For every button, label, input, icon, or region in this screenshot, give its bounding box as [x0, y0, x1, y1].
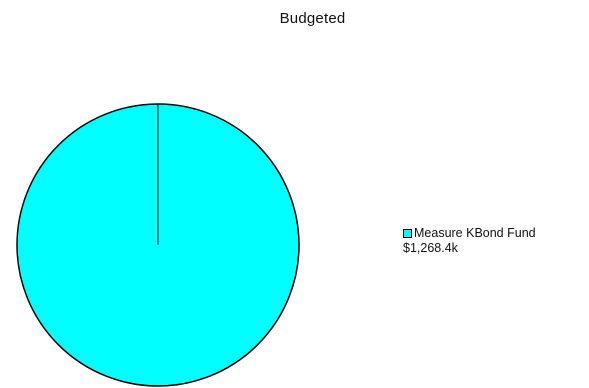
chart-title: Budgeted: [279, 10, 346, 27]
legend-label: Measure KBond Fund: [414, 226, 536, 240]
legend-value: $1,268.4k: [403, 241, 458, 255]
legend-swatch: [403, 229, 412, 238]
legend-entry: Measure KBond Fund: [403, 226, 536, 241]
legend: Measure KBond Fund $1,268.4k: [403, 226, 536, 256]
pie-slices: [16, 103, 300, 387]
